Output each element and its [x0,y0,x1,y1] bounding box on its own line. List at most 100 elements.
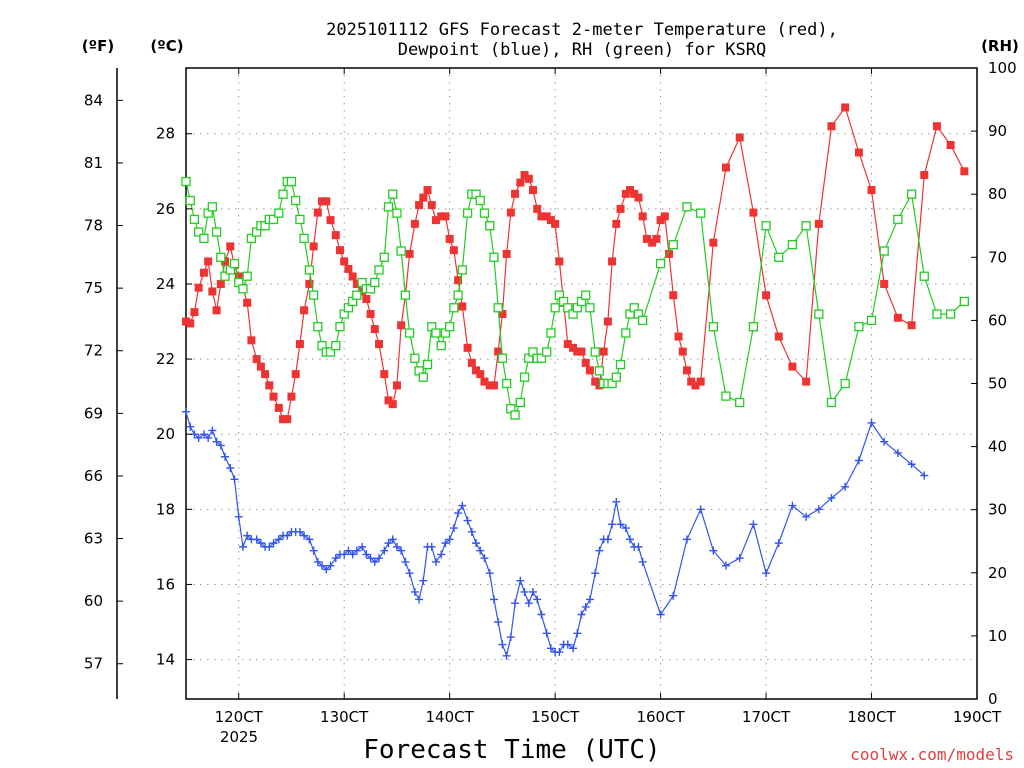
dewpoint-point [441,539,450,548]
temperature-point [648,238,657,247]
temperature-point [300,306,309,315]
temperature-point [788,362,797,371]
x-tick-label: 140CT [426,708,475,726]
temperature-point [441,212,450,221]
dewpoint-point [366,554,375,563]
dewpoint-point [472,539,481,548]
rh-point [286,176,297,187]
dewpoint-point [907,460,916,469]
dewpoint-point [230,475,239,484]
temperature-point [674,332,683,341]
rh-point [374,265,384,275]
temperature-point [960,167,969,176]
rh-point [879,246,889,256]
temperature-point [502,249,511,258]
temperature-point [204,257,213,266]
rh-point [436,340,446,351]
rh-point [313,322,323,332]
rh-point [422,359,433,370]
dewpoint-point [542,629,551,638]
rh-point [383,202,394,212]
rh-tick-label: 0 [988,690,998,708]
temperature-point [854,148,863,157]
temperature-point [437,212,446,221]
rh-point [295,214,305,225]
dewpoint-point [563,640,572,649]
temperature-point [867,186,876,195]
dewpoint-point [427,542,436,551]
rh-tick-label: 80 [988,185,1007,203]
dewpoint-point [182,407,190,416]
rh-point [431,328,441,338]
temperature-point [344,264,353,273]
dewpoint-point [419,576,428,585]
dewpoint-point [603,535,612,544]
rh-point [211,227,222,237]
dewpoint-point [358,542,367,551]
rh-point [379,252,389,262]
dewpoint-point [555,648,564,657]
dewpoint-point [774,539,783,548]
dewpoint-point [569,644,578,653]
temperature-point [454,276,463,285]
temperature-point [326,216,335,225]
dewpoint-point [397,546,406,555]
temperature-point [269,392,278,401]
temperature-point [291,370,300,379]
temperature-point [696,377,705,386]
temperature-point [678,347,687,356]
rh-tick-label: 10 [988,627,1007,645]
temperature-point [427,201,436,210]
temperature-series [182,103,969,424]
rh-point [814,309,824,319]
temperature-point [234,272,243,281]
rh-point [581,290,591,300]
rh-point [194,227,204,237]
dewpoint-point [634,542,643,551]
temperature-point [762,291,771,300]
temperature-point [616,204,625,213]
dewpoint-point [616,520,625,529]
temperature-point [669,291,678,300]
chart-title-line-1: 2025101112 GFS Forecast 2-meter Temperat… [326,20,838,40]
temperature-point [581,358,590,367]
dewpoint-point [749,520,758,529]
temperature-point [366,310,375,319]
temperature-point [397,321,406,330]
rh-point [308,290,319,300]
dewpoint-point [194,433,203,442]
temperature-point [533,204,542,213]
rh-point [400,290,411,300]
dewpoint-point [502,651,511,660]
temperature-point [212,306,221,315]
temperature-point [194,283,203,292]
source-credit[interactable]: coolwx.com/models [850,745,1014,764]
dewpoint-point [186,422,195,431]
axes-layer: 120CT 130CT 140CT 150CT 160CT 170CT 180CT 190CT… [84,59,1017,726]
temperature-point [476,370,485,379]
dewpoint-point [669,591,678,600]
dewpoint-point [392,542,401,551]
rh-point [485,221,495,231]
dewpoint-point [431,557,440,566]
dewpoint-point [463,516,472,525]
dewpoint-point [880,437,889,446]
rh-point [638,315,648,326]
rh-point [392,208,402,218]
dewpoint-point [511,599,520,608]
temperature-point [279,415,288,424]
temperature-point [608,257,617,266]
temperature-point [634,193,643,202]
rh-tick-label: 60 [988,311,1007,329]
dewpoint-point [252,535,261,544]
rh-point [291,195,301,206]
rh-point [335,322,345,332]
series-layer [181,103,969,660]
rh-point [801,221,811,231]
temperature-point [709,238,718,247]
temperature-point [520,171,529,180]
rh-point [932,309,942,319]
dewpoint-point [226,464,235,473]
rh-point [304,265,315,275]
